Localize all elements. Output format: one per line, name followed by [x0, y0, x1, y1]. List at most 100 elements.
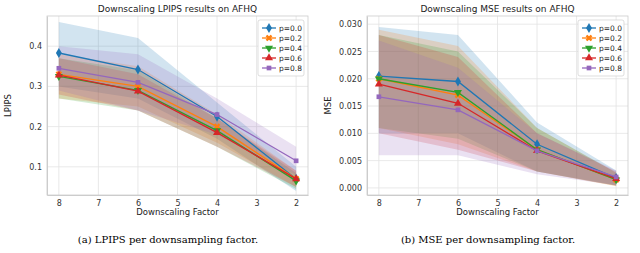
figure: 8 7 6 5 4 3 2 0.1 0.2 0.3 0.4 Downscaling LPIPS res…: [0, 0, 640, 253]
series-line: [59, 68, 296, 161]
marks: [54, 22, 301, 191]
legend: p=0.0p=0.2p=0.4p=0.6p=0.8: [578, 20, 624, 76]
tick: 0.2: [29, 123, 47, 132]
y-axis-title: LPIPS: [3, 94, 13, 117]
marker: [214, 111, 220, 121]
chart-panel: 87654320.10.20.30.4Downscaling LPIPS res…: [3, 4, 309, 245]
marker: [215, 112, 220, 117]
title: Downscaling LPIPS results on AFHQ: [98, 4, 257, 14]
tick-label: 0.005: [339, 157, 362, 166]
tick-label: 2: [294, 199, 299, 208]
tick: 0.015: [339, 102, 367, 111]
series-line: [59, 76, 296, 181]
tick-label: 3: [575, 199, 580, 208]
legend-box: [578, 20, 624, 76]
tick-label: 7: [96, 199, 101, 208]
marker: [134, 87, 142, 94]
tick: 0.4: [29, 42, 47, 51]
legend-label: p=0.8: [279, 64, 302, 73]
caption: (a) LPIPS per downsampling factor.: [78, 234, 258, 245]
marker: [57, 66, 62, 71]
chart-panel: 87654320.0000.0050.0100.0150.0200.0250.0…: [323, 4, 629, 245]
plot-frame: [367, 16, 628, 195]
legend-marker: [587, 66, 592, 71]
tick-label: 8: [377, 199, 382, 208]
tick-label: 0.025: [339, 48, 362, 57]
tick-label: 0.010: [339, 129, 362, 138]
legend-box: [258, 20, 304, 76]
legend-marker: [585, 53, 593, 60]
series-line: [59, 74, 296, 179]
grid-line: [367, 187, 628, 188]
tick: 7: [96, 195, 101, 208]
tick-label: 7: [416, 199, 421, 208]
series-line: [379, 84, 616, 178]
legend-marker: [585, 46, 593, 53]
x-axis: 8765432: [48, 195, 309, 208]
legend-label: p=0.2: [279, 34, 302, 43]
y-axis-title: MSE: [323, 96, 333, 114]
tick: 8: [57, 195, 62, 208]
legend-marker: [264, 33, 274, 43]
tick: 5: [175, 195, 180, 208]
legend-marker: [586, 23, 592, 33]
marker: [375, 80, 383, 87]
marker: [292, 174, 300, 181]
marker: [294, 158, 299, 163]
tick: 6: [136, 195, 141, 208]
x-axis-title: Downscaling Factor: [136, 207, 219, 217]
series-line: [379, 97, 616, 177]
caption: (b) MSE per downsampling factor.: [401, 234, 575, 245]
legend-marker: [267, 66, 272, 71]
plot-frame: [47, 16, 308, 195]
y-axis: 0.000 0.005 0.010 0.015 0.020 0.025 0.030: [339, 17, 367, 196]
legend-marker: [266, 23, 272, 33]
tick-label: 0.020: [339, 75, 362, 84]
legend-label: p=0.6: [599, 54, 622, 63]
tick: 0.005: [339, 157, 367, 166]
tick: 4: [535, 195, 540, 208]
marker: [135, 64, 141, 74]
marker: [614, 175, 619, 180]
tick-label: 0.4: [29, 42, 42, 51]
series-line: [379, 76, 616, 178]
marker: [377, 94, 382, 99]
series-line: [59, 75, 296, 179]
tick: 3: [255, 195, 260, 208]
tick: 0.030: [339, 20, 367, 29]
tick: 7: [416, 195, 421, 208]
legend-label: p=0.8: [599, 64, 622, 73]
legend-label: p=0.4: [279, 44, 302, 53]
grid-line: [256, 16, 257, 195]
tick-label: 0.3: [29, 82, 42, 91]
legend: p=0.0p=0.2p=0.4p=0.6p=0.8: [258, 20, 304, 76]
tick-label: 2: [614, 199, 619, 208]
marker: [454, 99, 462, 106]
tick: 0.010: [339, 129, 367, 138]
marker: [55, 70, 63, 77]
series-line: [379, 79, 616, 180]
marker: [56, 48, 62, 58]
tick: 0.020: [339, 75, 367, 84]
tick-label: 8: [57, 199, 62, 208]
tick: 0.000: [339, 184, 367, 193]
legend-marker: [265, 46, 273, 53]
tick-label: 0.030: [339, 20, 362, 29]
tick-label: 0.1: [29, 163, 42, 172]
tick-label: 0.015: [339, 102, 362, 111]
plot-background: [367, 16, 628, 195]
grid: [367, 16, 628, 195]
legend-marker: [584, 33, 594, 43]
marker: [136, 80, 141, 85]
tick: 6: [456, 195, 461, 208]
marker: [454, 90, 462, 97]
marker: [213, 128, 221, 135]
series-line: [379, 79, 616, 180]
tick-label: 3: [255, 199, 260, 208]
x-axis: 8 7 6 5 4 3 2: [368, 195, 629, 208]
plot-background: [47, 16, 308, 195]
tick: 5: [495, 195, 500, 208]
tick: 8: [377, 195, 382, 208]
marker: [456, 108, 461, 113]
legend-label: p=0.2: [599, 34, 622, 43]
